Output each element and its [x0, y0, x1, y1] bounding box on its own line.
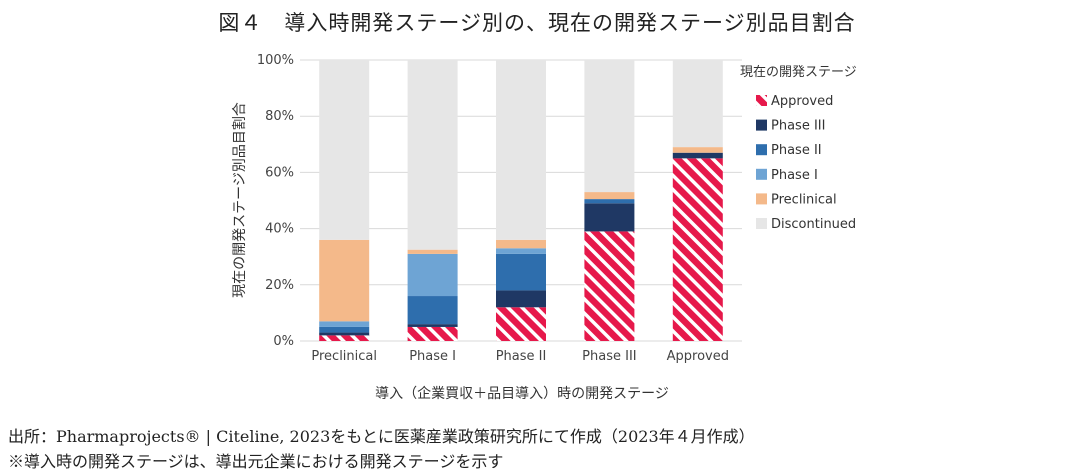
bar-segment: [407, 249, 458, 254]
y-axis-ticks: 0% 20% 40% 60% 80% 100%: [257, 53, 294, 349]
legend-entry: Discontinued: [771, 217, 856, 232]
bar-segment: [496, 248, 546, 254]
bar-segment: [319, 332, 370, 336]
x-tick-label: Phase III: [582, 349, 636, 364]
x-tick-label: Phase I: [409, 349, 456, 364]
bar-segment: [319, 321, 370, 327]
bar-segment: [672, 60, 723, 148]
y-tick-label: 40%: [265, 222, 294, 237]
bar-segment: [407, 253, 458, 297]
bar-segment: [672, 158, 723, 341]
y-tick-label: 20%: [265, 278, 294, 293]
bar-segment: [319, 335, 370, 341]
bar-segment: [407, 60, 458, 250]
x-axis-ticks: Preclinical Phase I Phase II Phase III Appro…: [311, 349, 729, 364]
y-axis-title: 現在の開発ステージ別品目割合: [231, 102, 248, 298]
legend-swatch: [756, 119, 767, 131]
y-tick-label: 80%: [265, 109, 294, 124]
bar-segment: [672, 152, 723, 159]
bar-segment: [496, 60, 546, 240]
bar-segment: [496, 290, 546, 308]
bar-segment: [584, 203, 635, 232]
legend-swatch: [756, 95, 767, 106]
bars: [319, 60, 723, 341]
x-tick-label: Preclinical: [311, 349, 377, 364]
legend-entry: Phase II: [771, 143, 822, 158]
legend-title: 現在の開発ステージ: [740, 65, 857, 80]
bar-segment: [319, 60, 370, 240]
legend-swatch: [756, 168, 767, 180]
bar-segment: [319, 326, 370, 333]
y-tick-label: 100%: [257, 53, 294, 68]
bar-segment: [496, 307, 546, 341]
bar-segment: [496, 239, 546, 249]
legend-entry: Preclinical: [771, 192, 837, 207]
stacked-bar-chart: 0% 20% 40% 60% 80% 100% Preclinical Phase I Pha…: [231, 53, 857, 402]
legend-entry: Approved: [771, 94, 833, 109]
legend-entry: Phase III: [771, 119, 825, 134]
bar-segment: [407, 326, 458, 341]
y-tick-label: 60%: [265, 165, 294, 180]
bar-segment: [584, 231, 635, 341]
bar-segment: [584, 192, 635, 200]
bar-segment: [584, 199, 635, 204]
x-axis-title: 導入（企業買収＋品目導入）時の開発ステージ: [375, 385, 669, 402]
bar-segment: [319, 239, 370, 322]
bar-segment: [672, 147, 723, 153]
legend-swatch: [756, 144, 767, 156]
legend-entry: Phase I: [771, 168, 818, 183]
x-tick-label: Approved: [667, 349, 729, 364]
source-note: 出所：Pharmaprojects® | Citeline, 2023をもとに医…: [8, 427, 755, 446]
bar-segment: [407, 296, 458, 325]
bar-segment: [584, 60, 635, 193]
legend: 現在の開発ステージ Approved Phase III Phase II Phase …: [740, 65, 857, 232]
x-tick-label: Phase II: [496, 349, 547, 364]
footnote: ※導入時の開発ステージは、導出元企業における開発ステージを示す: [8, 452, 504, 471]
legend-swatch: [756, 218, 767, 229]
y-tick-label: 0%: [273, 334, 294, 349]
bar-segment: [496, 253, 546, 291]
chart-title: 図４ 導入時開発ステージ別の、現在の開発ステージ別品目割合: [218, 11, 856, 35]
legend-swatch: [756, 193, 767, 205]
bar-segment: [407, 324, 458, 327]
